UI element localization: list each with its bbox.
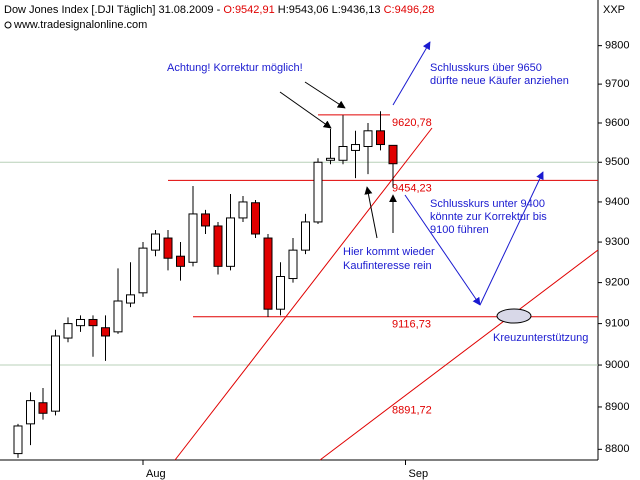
support-ellipse: [496, 308, 532, 324]
candle-body: [313, 161, 323, 223]
y-tick-label: 9600: [605, 117, 629, 129]
level-label: 9620,78: [392, 117, 432, 129]
x-tick-label: Aug: [146, 468, 166, 480]
candle-body: [213, 225, 223, 267]
candle-body: [351, 144, 360, 151]
y-tick-label: 8800: [605, 443, 629, 455]
y-tick-label: 9400: [605, 196, 629, 208]
header-close: C:9496,28: [384, 4, 435, 16]
arrow: [392, 41, 431, 106]
y-tick-label: 9200: [605, 277, 629, 289]
candle-body: [38, 402, 48, 414]
candle-body: [188, 213, 198, 263]
arrow: [364, 186, 378, 239]
candle-body: [13, 425, 23, 455]
y-tick-label: 9000: [605, 359, 629, 371]
price-label: 8891,72: [392, 404, 432, 416]
annotation: Achtung! Korrektur möglich!: [167, 62, 303, 74]
header-high: H:9543,06: [278, 4, 329, 16]
candle-body: [376, 130, 385, 146]
candle-body: [263, 237, 273, 310]
candle-body: [26, 400, 35, 425]
header-open: O:9542,91: [223, 4, 274, 16]
candle-body: [363, 130, 373, 147]
candle-body: [338, 145, 348, 161]
candle-body: [238, 201, 248, 219]
candle-body: [101, 327, 110, 337]
annotation: Hier kommt wieder: [343, 246, 435, 258]
annotation: dürfte neue Käufer anziehen: [430, 75, 569, 87]
annotation: könnte zur Korrektur bis: [430, 211, 547, 223]
y-tick-label: 9800: [605, 40, 629, 52]
annotation: Kreuzunterstützung: [493, 332, 588, 344]
level-label: 9116,73: [392, 319, 431, 331]
source-icon: [4, 21, 12, 29]
arrow: [479, 171, 544, 306]
candle-body: [138, 247, 148, 294]
arrow: [404, 194, 481, 306]
y-tick-label: 9500: [605, 156, 629, 168]
candle-body: [113, 300, 123, 333]
arrow: [304, 81, 346, 109]
source: www.tradesignalonline.com: [13, 19, 147, 31]
candle-body: [51, 335, 60, 412]
candle-body: [176, 255, 185, 267]
candle-body: [288, 249, 298, 280]
header-low: L:9436,13: [332, 4, 381, 16]
trend-line: [174, 127, 433, 461]
annotation: Schlusskurs über 9650: [430, 62, 542, 74]
arrow: [279, 91, 332, 129]
header-name: Dow Jones Index [.DJI Täglich] 31.08.200…: [4, 4, 221, 16]
y-tick-label: 9300: [605, 236, 629, 248]
annotation: 9100 führen: [430, 224, 489, 236]
candle-body: [76, 318, 85, 327]
candle-body: [276, 275, 285, 310]
candle-body: [388, 144, 398, 165]
corner-label: XXP: [603, 4, 625, 16]
candle-body: [326, 157, 335, 161]
candle-body: [301, 221, 310, 251]
y-tick-label: 9700: [605, 78, 629, 90]
trend-line: [319, 249, 599, 461]
candle-body: [88, 318, 98, 327]
x-tick-label: Sep: [409, 468, 429, 480]
candle-body: [226, 217, 235, 267]
candle-body: [126, 294, 135, 304]
annotation: Kaufinteresse rein: [343, 260, 432, 272]
candle-body: [163, 237, 173, 259]
header: Dow Jones Index [.DJI Täglich] 31.08.200…: [4, 4, 434, 16]
candle-body: [63, 323, 73, 339]
candle-body: [151, 233, 160, 251]
candle-body: [201, 213, 210, 227]
level-label: 9454,23: [392, 182, 432, 194]
y-tick-label: 8900: [605, 401, 629, 413]
candle-body: [251, 202, 260, 235]
annotation: Schlusskurs unter 9400: [430, 198, 545, 210]
y-tick-label: 9100: [605, 318, 629, 330]
